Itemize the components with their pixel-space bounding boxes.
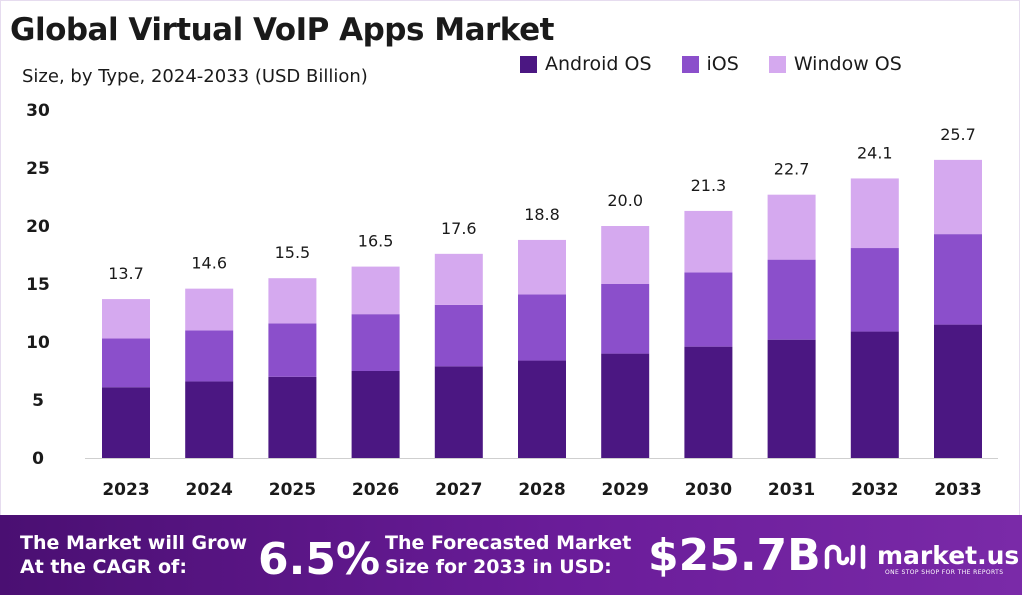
bar-segment	[434, 304, 483, 367]
chart-subtitle: Size, by Type, 2024-2033 (USD Billion)	[22, 66, 368, 87]
x-tick-label: 2028	[518, 480, 565, 500]
y-tick-label: 25	[26, 159, 50, 179]
bar-segment	[850, 331, 899, 458]
bar-segment	[767, 259, 816, 340]
bar-segment	[684, 272, 733, 347]
bar-total-label: 16.5	[358, 232, 394, 251]
bar-total-label: 22.7	[774, 160, 810, 179]
bar-segment	[601, 284, 650, 354]
forecast-label-line-2: Size for 2033 in USD:	[385, 556, 612, 578]
bar-segment	[351, 371, 400, 458]
brand-logo: market.us ONE STOP SHOP FOR THE REPORTS	[823, 541, 1020, 576]
y-tick-label: 30	[26, 101, 50, 121]
bar-segment	[434, 253, 483, 305]
bar-segment	[185, 381, 234, 458]
bar-total-label: 13.7	[108, 264, 144, 283]
bar-segment	[185, 330, 234, 382]
legend-label-ios: iOS	[706, 53, 739, 75]
legend-item-ios: iOS	[681, 53, 739, 75]
bar-total-label: 18.8	[524, 205, 560, 224]
forecast-label-line-1: The Forecasted Market	[385, 532, 632, 554]
bar-segment	[934, 159, 982, 235]
bar-segment	[934, 324, 982, 458]
legend-swatch-window	[768, 55, 786, 73]
bar-segment	[518, 239, 566, 295]
legend-label-android: Android OS	[545, 53, 652, 75]
legend-item-android: Android OS	[520, 53, 652, 75]
brand-tagline: ONE STOP SHOP FOR THE REPORTS	[885, 569, 1004, 576]
bar-segment	[767, 194, 816, 260]
bar-total-label: 20.0	[607, 191, 643, 210]
footer-banner: The Market will Grow At the CAGR of: 6.5…	[0, 515, 1022, 595]
x-tick-label: 2027	[435, 480, 482, 500]
y-tick-label: 15	[26, 275, 50, 295]
bar-segment	[268, 376, 317, 458]
bar-segment	[601, 353, 650, 458]
legend: Android OS iOS Window OS	[520, 53, 902, 75]
bar-total-label: 15.5	[275, 243, 311, 262]
cagr-label-line-2: At the CAGR of:	[20, 556, 187, 578]
legend-item-window: Window OS	[768, 53, 902, 75]
bar-segment	[850, 178, 899, 249]
bar-segment	[102, 387, 150, 458]
bar-total-label: 21.3	[691, 176, 727, 195]
legend-swatch-ios	[681, 55, 699, 73]
bar-segment	[518, 360, 566, 458]
x-tick-label: 2033	[934, 480, 981, 500]
forecast-value: $25.7B	[648, 530, 821, 581]
y-tick-label: 5	[32, 391, 44, 411]
x-tick-label: 2029	[602, 480, 649, 500]
market-us-logo-icon	[824, 544, 866, 570]
bar-segment	[850, 248, 899, 332]
bar-segment	[268, 278, 317, 324]
bar-segment	[767, 339, 816, 458]
x-tick-label: 2026	[352, 480, 399, 500]
bar-segment	[268, 323, 317, 377]
bar-segment	[518, 294, 566, 361]
bar-total-label: 25.7	[940, 125, 976, 144]
bar-segment	[351, 314, 400, 371]
legend-swatch-android	[520, 55, 537, 73]
bar-total-label: 24.1	[857, 143, 893, 162]
cagr-value: 6.5%	[258, 534, 381, 585]
bar-segment	[684, 346, 733, 458]
chart-title: Global Virtual VoIP Apps Market	[10, 12, 554, 48]
y-tick-label: 0	[32, 449, 44, 469]
y-tick-label: 10	[26, 333, 50, 353]
bar-segment	[351, 266, 400, 315]
x-tick-label: 2032	[851, 480, 898, 500]
bar-segment	[684, 210, 733, 273]
brand-name: market.us	[877, 541, 1020, 570]
bar-segment	[434, 366, 483, 458]
legend-label-window: Window OS	[793, 53, 902, 75]
bar-chart: 05101520253013.7202314.6202415.5202516.5…	[26, 101, 998, 500]
bar-segment	[934, 234, 982, 325]
x-tick-label: 2024	[186, 480, 233, 500]
bar-total-label: 14.6	[191, 254, 227, 273]
bar-segment	[601, 226, 650, 284]
y-tick-label: 20	[26, 217, 50, 237]
x-tick-label: 2031	[768, 480, 815, 500]
x-tick-label: 2023	[102, 480, 149, 500]
bar-total-label: 17.6	[441, 219, 477, 238]
cagr-label-line-1: The Market will Grow	[20, 532, 248, 554]
x-tick-label: 2025	[269, 480, 316, 500]
bar-segment	[185, 288, 234, 331]
bar-segment	[102, 299, 150, 339]
x-tick-label: 2030	[685, 480, 732, 500]
bar-segment	[102, 338, 150, 388]
